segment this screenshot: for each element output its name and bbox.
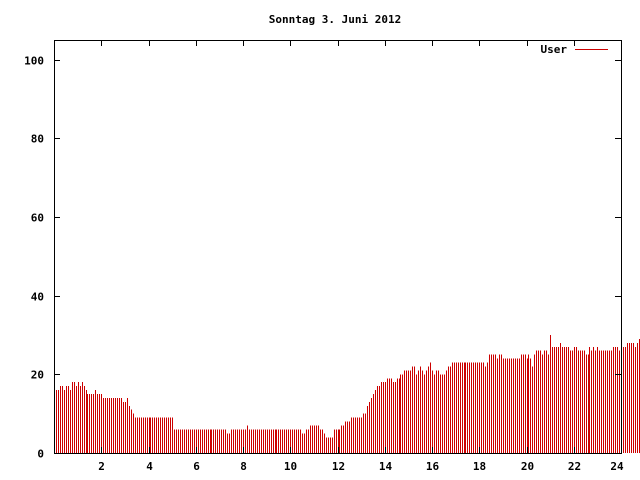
y-tick-label: 20 [31, 369, 44, 382]
x-tick-label: 2 [98, 460, 105, 473]
y-tick-label: 60 [31, 212, 44, 225]
legend-label: User [541, 43, 568, 56]
y-axis: 0 20 40 60 80 100 [24, 55, 621, 461]
chart-title: Sonntag 3. Juni 2012 [269, 13, 401, 26]
x-tick-label: 12 [332, 460, 345, 473]
x-tick-label: 8 [240, 460, 247, 473]
x-tick-label: 24 [610, 460, 624, 473]
y-tick-label: 100 [24, 55, 44, 68]
x-axis: 2 4 6 8 10 12 14 16 18 20 22 24 [98, 40, 624, 473]
x-tick-label: 22 [568, 460, 581, 473]
x-tick-label: 6 [193, 460, 200, 473]
y-tick-label: 0 [37, 448, 44, 461]
x-tick-label: 4 [146, 460, 153, 473]
x-tick-label: 20 [521, 460, 534, 473]
x-tick-label: 14 [379, 460, 393, 473]
x-tick-label: 10 [284, 460, 297, 473]
bar-series [54, 335, 640, 453]
y-tick-label: 80 [31, 133, 44, 146]
x-tick-label: 18 [473, 460, 486, 473]
y-tick-label: 40 [31, 291, 44, 304]
x-tick-label: 16 [426, 460, 440, 473]
legend: User [541, 43, 608, 56]
